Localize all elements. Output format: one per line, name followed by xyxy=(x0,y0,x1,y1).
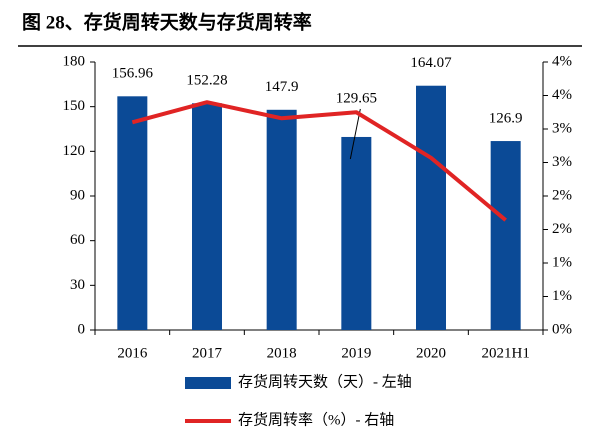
y-tick-label: 0 xyxy=(78,321,86,337)
x-tick-label: 2019 xyxy=(341,345,371,361)
y-tick-label: 60 xyxy=(70,232,85,248)
legend-label: 存货周转率（%）- 右轴 xyxy=(238,411,394,428)
value-label: 126.9 xyxy=(489,110,523,126)
x-tick-label: 2021H1 xyxy=(481,345,529,361)
bar xyxy=(117,96,148,330)
legend-label: 存货周转天数（天）- 左轴 xyxy=(238,373,412,390)
y2-tick-label: 1% xyxy=(552,288,572,304)
bar xyxy=(192,103,222,330)
y2-tick-label: 3% xyxy=(552,120,572,136)
y2-tick-label: 2% xyxy=(552,221,572,237)
y-tick-label: 90 xyxy=(70,187,85,203)
x-tick-label: 2017 xyxy=(192,345,223,361)
value-label: 147.9 xyxy=(265,79,299,95)
y-tick-label: 150 xyxy=(63,98,86,114)
bar xyxy=(266,109,297,330)
bar xyxy=(416,85,446,330)
y2-tick-label: 4% xyxy=(552,87,572,103)
value-label: 152.28 xyxy=(186,73,227,89)
y2-tick-label: 4% xyxy=(552,53,572,69)
value-label: 156.96 xyxy=(112,66,154,82)
bar xyxy=(490,141,521,330)
y2-tick-label: 0% xyxy=(552,321,572,337)
line xyxy=(131,100,507,222)
y2-tick-label: 1% xyxy=(552,254,572,270)
y2-tick-label: 2% xyxy=(552,187,572,203)
y-tick-label: 180 xyxy=(63,53,86,69)
bar xyxy=(341,136,372,330)
x-tick-label: 2016 xyxy=(117,345,148,361)
value-label: 164.07 xyxy=(410,55,452,71)
y-tick-label: 120 xyxy=(63,143,86,159)
value-label: 129.65 xyxy=(336,90,377,106)
legend-swatch xyxy=(185,377,231,389)
x-tick-label: 2018 xyxy=(267,345,297,361)
y2-tick-label: 3% xyxy=(552,154,572,170)
chart-title: 图 28、存货周转天数与存货周转率 xyxy=(22,10,312,33)
y-tick-label: 30 xyxy=(70,277,85,293)
leader-line xyxy=(349,108,361,160)
x-tick-label: 2020 xyxy=(416,345,446,361)
